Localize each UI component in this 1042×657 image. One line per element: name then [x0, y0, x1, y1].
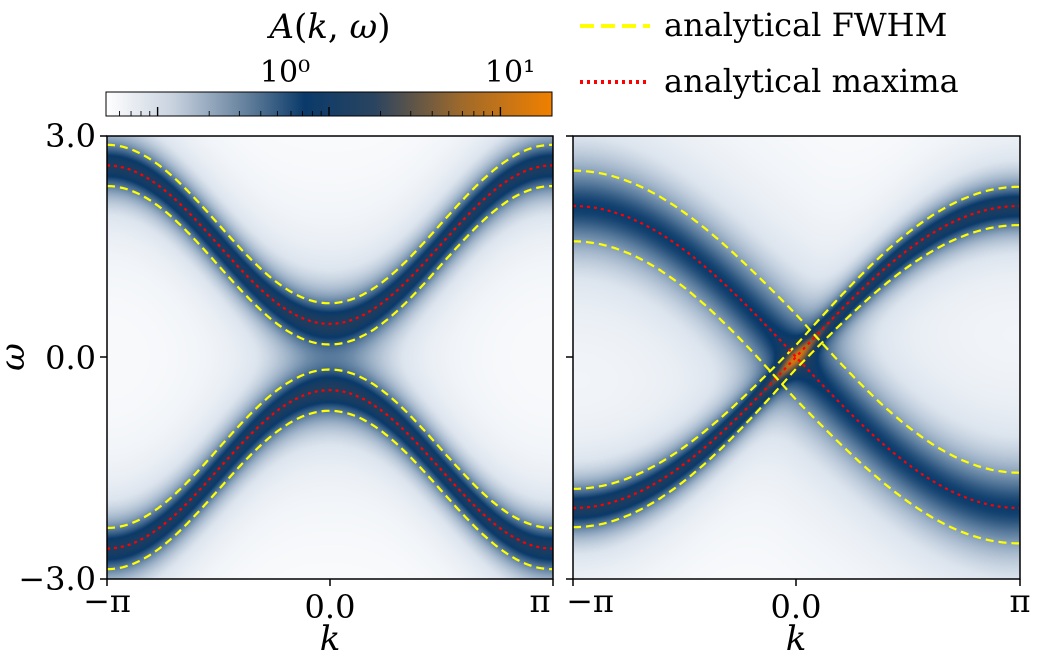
- y-tick-label: −3.0: [18, 560, 96, 598]
- fwhm-lower-curve: [572, 240, 1019, 545]
- fwhm-upper-curve: [572, 185, 1019, 490]
- fwhm-lower-curve: [573, 224, 1020, 529]
- maxima-curve: [107, 389, 552, 550]
- left-curves: [106, 143, 553, 571]
- colorbar-tick-label: 10¹: [485, 55, 535, 90]
- legend-maxima-label: analytical maxima: [664, 62, 959, 100]
- fwhm-lower-curve: [106, 409, 553, 571]
- maxima-curve: [107, 164, 552, 326]
- maxima-curve: [573, 204, 1019, 510]
- right-curves: [572, 169, 1020, 545]
- legend: analytical FWHM analytical maxima: [580, 6, 959, 100]
- x-axis-label: k: [786, 619, 807, 657]
- fwhm-upper-curve: [107, 368, 552, 529]
- x-tick-label: 0.0: [305, 588, 356, 626]
- y-tick-label: 0.0: [45, 339, 96, 377]
- fwhm-upper-curve: [106, 143, 553, 305]
- x-axis-label: k: [320, 619, 341, 657]
- right-panel: −π 0.0 π k: [566, 135, 1031, 657]
- x-tick-label: −π: [83, 582, 131, 620]
- x-tick-label: −π: [566, 582, 614, 620]
- fwhm-upper-curve: [573, 169, 1020, 474]
- legend-fwhm-label: analytical FWHM: [664, 6, 947, 44]
- x-tick-label: 0.0: [771, 588, 822, 626]
- colorbar-tick-label: 10⁰: [260, 55, 310, 90]
- maxima-curve: [573, 204, 1019, 510]
- y-tick-label: 3.0: [45, 117, 96, 155]
- left-panel: 3.0 0.0 −3.0 −π 0.0 π k ω: [0, 117, 554, 657]
- y-axis-label: ω: [0, 343, 33, 371]
- colorbar-label: A(k, ω): [266, 7, 390, 47]
- colorbar: A(k, ω) 10⁰ 10¹: [105, 7, 553, 117]
- left-heatmap: [107, 136, 553, 579]
- x-tick-label: π: [529, 582, 550, 620]
- fwhm-lower-curve: [107, 185, 552, 346]
- colorbar-ticks: [105, 107, 553, 116]
- x-tick-label: π: [1009, 582, 1030, 620]
